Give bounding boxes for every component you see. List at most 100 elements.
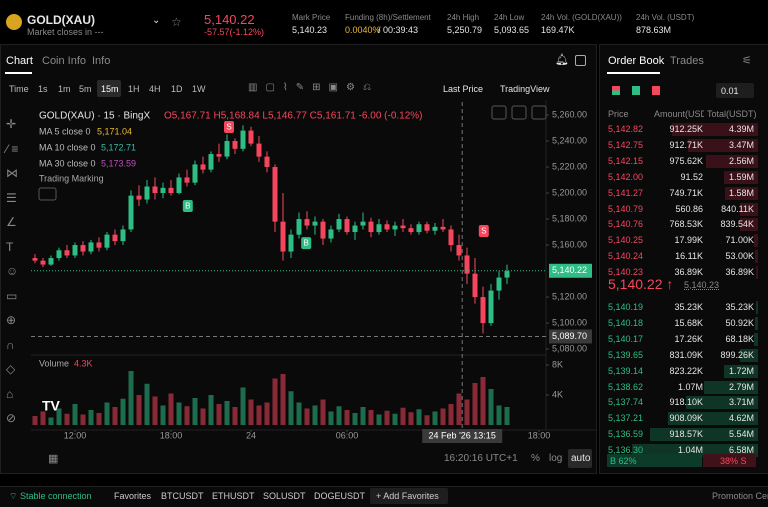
drawing-tools[interactable]: ✛ ⁄ ≡ ⋈ ☰ ∠ T ☺ ▭ ⊕ ∩ ◇ ⌂ ⊘	[6, 117, 19, 425]
ob-amount: 15.68K	[674, 317, 703, 328]
change: -57.57(-1.12%)	[204, 27, 265, 37]
step-select[interactable]: 0.01	[721, 86, 739, 96]
volume-bar	[288, 391, 294, 425]
volume-bar	[128, 371, 134, 425]
ob-total: 35.23K	[725, 302, 754, 312]
view-asks[interactable]	[652, 86, 660, 95]
favorite-item[interactable]: + Add Favorites	[376, 491, 439, 501]
indicator-name: MA 10 close 0	[39, 142, 96, 152]
price-source[interactable]: Last Price	[443, 84, 484, 94]
y-tick-label: 5,220.00	[552, 161, 587, 171]
favorite-item[interactable]: Favorites	[114, 491, 152, 501]
volume-bar	[448, 404, 454, 425]
tab[interactable]: Chart	[6, 55, 33, 67]
interval[interactable]: 1D	[171, 84, 183, 94]
ob-settings[interactable]: ⚟	[742, 55, 752, 67]
ob-price: 5,137.21	[608, 413, 644, 424]
indicator-name: MA 5 close 0	[39, 126, 91, 136]
candle-body	[288, 234, 294, 252]
volume-bar	[408, 412, 414, 425]
tab[interactable]: Coin Info	[42, 55, 87, 67]
tab[interactable]: Info	[92, 55, 111, 67]
candle-body	[392, 225, 398, 230]
v-tick-label: 4K	[552, 389, 563, 399]
scroll-button[interactable]	[491, 105, 507, 120]
volume-bar	[504, 407, 510, 425]
candle-body	[136, 195, 142, 200]
legend-title: GOLD(XAU) · 15 · BingX	[39, 111, 150, 122]
reset-button[interactable]	[531, 105, 547, 120]
collapse-legend[interactable]	[38, 187, 57, 201]
interval[interactable]: 5m	[79, 84, 92, 94]
auto-toggle[interactable]: auto	[571, 453, 591, 464]
candle-body	[472, 273, 478, 298]
ob-price: 5,141.27	[608, 187, 644, 198]
interval[interactable]: 15m	[101, 84, 119, 94]
symbol-dropdown[interactable]: ⌄	[152, 15, 161, 26]
favorite-item[interactable]: SOLUSDT	[263, 491, 306, 501]
favorite-item[interactable]: ETHUSDT	[212, 491, 255, 501]
interval[interactable]: 1s	[38, 84, 48, 94]
ob-price: 5,136.59	[608, 429, 644, 440]
ob-amount: 918.10K	[669, 397, 703, 408]
interval[interactable]: 4H	[149, 84, 161, 94]
ob-total: 68.18K	[725, 333, 754, 344]
ask-row: 5,142.75 912.71K 3.47M	[600, 138, 764, 153]
depth-bar	[740, 348, 758, 362]
indicator-name: MA 30 close 0	[39, 158, 96, 168]
interval[interactable]: 1m	[58, 84, 71, 94]
calendar-icon[interactable]: ▦	[48, 453, 59, 465]
share-icon[interactable]	[575, 55, 586, 66]
volume-bar	[32, 416, 38, 425]
favorite-item[interactable]: BTCUSDT	[161, 491, 204, 501]
percent-toggle[interactable]: %	[531, 453, 540, 464]
candle-body	[184, 177, 190, 183]
y-tick-label: 5,200.00	[552, 187, 587, 197]
ob-total: 6.58M	[728, 445, 754, 456]
trade-mark	[224, 120, 234, 133]
bell-icon[interactable]: 🔔︎	[555, 54, 569, 66]
ask-row: 5,140.25 17.99K 71.00K	[600, 233, 764, 248]
volume-bar	[144, 383, 150, 425]
favorite-star[interactable]: ☆	[171, 15, 182, 29]
ob-tab[interactable]: Trades	[670, 55, 704, 67]
ob-total: 2.56M	[728, 155, 754, 166]
candle-body	[336, 219, 342, 230]
bid-row: 5,140.17 17.26K 68.18K	[600, 332, 764, 347]
auto-bg	[568, 449, 592, 468]
ob-total: 36.89K	[725, 267, 754, 278]
promotion[interactable]: Promotion Cen	[712, 491, 768, 501]
ob-total: 1.59M	[728, 171, 754, 182]
ob-amount: 91.52	[680, 171, 703, 182]
ob-total: 4.62M	[728, 413, 754, 424]
view-bids[interactable]	[632, 86, 640, 95]
ob-total: 839.54K	[720, 219, 754, 230]
volume-bar	[368, 410, 374, 425]
view-both[interactable]	[612, 86, 620, 95]
ob-tab[interactable]: Order Book	[608, 55, 665, 67]
volume-bar	[480, 377, 486, 425]
candle-body	[144, 186, 150, 200]
favorite-item[interactable]: DOGEUSDT	[314, 491, 366, 501]
scroll-button[interactable]	[511, 105, 527, 120]
ob-price: 5,140.79	[608, 203, 644, 214]
candle-body	[168, 187, 174, 194]
candle-body	[368, 221, 374, 233]
sell-ratio: 38% S	[720, 456, 747, 466]
sell-ratio-bar	[703, 454, 756, 467]
interval[interactable]: 1H	[128, 84, 140, 94]
interval[interactable]: 1W	[192, 84, 206, 94]
log-toggle[interactable]: log	[549, 453, 563, 464]
step-bg	[716, 83, 754, 98]
bid-row: 5,140.19 35.23K 35.23K	[600, 300, 764, 315]
volume-bar	[80, 414, 86, 425]
ob-amount: 16.11K	[675, 251, 703, 262]
ob-total: 2.79M	[728, 381, 754, 392]
volume-bar	[88, 410, 94, 425]
trading-marking[interactable]: Trading Marking	[39, 173, 104, 183]
volume-bar	[224, 401, 230, 425]
symbol[interactable]: GOLD(XAU)	[27, 13, 95, 27]
chart-tools[interactable]: ▥▢⌇✎⊞▣⚙⎌	[248, 82, 379, 93]
view-select[interactable]: TradingView	[500, 84, 550, 94]
ask-row: 5,140.76 768.53K 839.54K	[600, 217, 764, 232]
